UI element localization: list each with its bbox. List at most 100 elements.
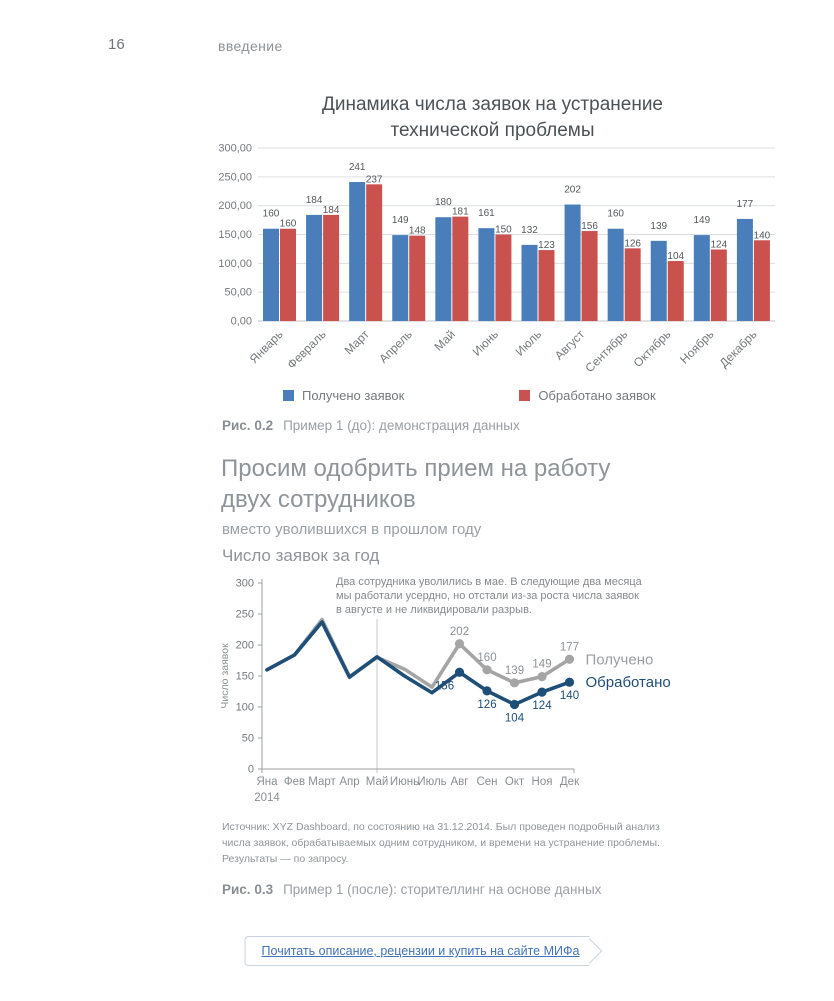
svg-text:124: 124	[532, 700, 552, 712]
svg-text:241: 241	[349, 162, 366, 173]
figure-0-3-text: Пример 1 (после): сторителлинг на основе…	[283, 882, 602, 897]
source-line1: Источник: XYZ Dashboard, по состоянию на…	[222, 821, 660, 833]
svg-text:Апр: Апр	[339, 776, 359, 788]
source-line3: Результаты — по запросу.	[222, 852, 349, 865]
buy-link-box: Почитать описание, рецензии и купить на …	[244, 936, 590, 966]
svg-text:126: 126	[477, 699, 496, 711]
svg-text:160: 160	[607, 209, 624, 220]
svg-text:181: 181	[452, 207, 469, 218]
svg-text:124: 124	[710, 239, 727, 250]
svg-text:Авг: Авг	[451, 776, 469, 788]
svg-text:Два сотрудника уволились в мае: Два сотрудника уволились в мае. В следую…	[336, 576, 643, 588]
svg-text:Март: Март	[342, 327, 373, 358]
svg-text:160: 160	[280, 219, 297, 230]
svg-text:150: 150	[495, 225, 512, 236]
line-chart-svg: 0 50 100 150 200 250 300 Яна Фев Март Апр Май ИюньИю…	[219, 576, 671, 804]
svg-text:150,00: 150,00	[218, 229, 252, 241]
svg-text:Получено: Получено	[586, 651, 654, 668]
buy-link-banner: Почитать описание, рецензии и купить на …	[244, 936, 590, 966]
svg-text:Число заявок: Число заявок	[219, 643, 231, 709]
svg-text:Май: Май	[431, 327, 458, 354]
svg-text:250: 250	[236, 609, 254, 621]
svg-text:202: 202	[564, 185, 581, 196]
section-headline-line2: двух сотрудников	[221, 485, 416, 513]
buy-link[interactable]: Почитать описание, рецензии и купить на …	[261, 944, 580, 958]
svg-text:Яна: Яна	[256, 776, 278, 788]
svg-text:123: 123	[538, 240, 555, 251]
svg-text:149: 149	[693, 215, 710, 226]
svg-text:2014: 2014	[254, 792, 280, 804]
svg-text:184: 184	[306, 195, 323, 206]
bar-chart-title-line1: Динамика числа заявок на устранение	[321, 94, 664, 115]
svg-text:50,00: 50,00	[224, 287, 252, 299]
svg-text:180: 180	[435, 197, 452, 208]
page-number: 16	[108, 36, 125, 53]
svg-text:Апрель: Апрель	[376, 327, 415, 366]
legend-label-received: Получено заявок	[302, 388, 405, 403]
svg-text:Декабрь: Декабрь	[717, 327, 760, 370]
svg-text:Фев: Фев	[284, 776, 305, 788]
svg-text:0,00: 0,00	[231, 316, 252, 328]
svg-text:237: 237	[366, 174, 383, 185]
bar-chart-legend: Получено заявок Обработано заявок	[200, 388, 780, 403]
blue-swatch-icon	[283, 390, 294, 401]
legend-label-processed: Обработано заявок	[538, 388, 656, 403]
red-swatch-icon	[519, 390, 531, 401]
line-chart-title: Число заявок за год	[222, 546, 380, 565]
svg-text:Май: Май	[366, 776, 389, 788]
svg-text:139: 139	[505, 665, 524, 677]
svg-text:139: 139	[650, 221, 667, 232]
svg-text:Январь: Январь	[247, 327, 286, 366]
svg-text:160: 160	[263, 209, 280, 220]
svg-text:161: 161	[478, 208, 495, 219]
svg-text:Февраль: Февраль	[284, 327, 328, 371]
svg-text:Ноябрь: Ноябрь	[677, 327, 716, 366]
svg-text:Июль: Июль	[513, 327, 545, 359]
figure-0-3-label: Рис. 0.3	[222, 882, 274, 897]
figure-0-3-caption: Рис. 0.3 Пример 1 (после): сторителлинг н…	[222, 882, 601, 897]
figure-0-2-caption: Рис. 0.2 Пример 1 (до): демонстрация данн…	[222, 418, 520, 433]
legend-item-received: Получено заявок	[283, 388, 404, 403]
svg-text:250,00: 250,00	[218, 171, 252, 183]
svg-text:200: 200	[236, 640, 254, 652]
svg-text:149: 149	[392, 215, 409, 226]
svg-text:50: 50	[242, 733, 254, 745]
svg-text:300,00: 300,00	[218, 143, 252, 155]
svg-text:Июнь: Июнь	[390, 776, 419, 788]
bar-chart-title-line2: технической проблемы	[390, 120, 595, 142]
svg-text:202: 202	[450, 626, 469, 638]
svg-text:150: 150	[236, 671, 254, 683]
legend-item-processed: Обработано заявок	[519, 388, 656, 403]
svg-text:Дек: Дек	[560, 776, 580, 788]
svg-text:100,00: 100,00	[218, 258, 252, 270]
svg-text:140: 140	[560, 690, 579, 702]
svg-text:177: 177	[560, 641, 579, 653]
svg-text:Сен: Сен	[476, 776, 497, 788]
svg-text:Июнь: Июнь	[470, 327, 501, 358]
svg-text:149: 149	[532, 659, 551, 671]
svg-text:140: 140	[754, 230, 771, 241]
svg-text:Июль: Июль	[417, 776, 446, 788]
svg-text:104: 104	[667, 251, 684, 262]
svg-text:156: 156	[435, 680, 454, 692]
svg-text:160: 160	[477, 652, 496, 664]
svg-text:мы работали усердно, но отстал: мы работали усердно, но отстали из-за ро…	[336, 590, 639, 602]
svg-text:Окт: Окт	[505, 776, 525, 788]
svg-text:184: 184	[323, 205, 340, 216]
svg-text:в августе и не ликвидировали р: в августе и не ликвидировали разрыв.	[336, 604, 532, 616]
source-note: Источник: XYZ Dashboard, по состоянию на…	[222, 820, 660, 867]
svg-text:Август: Август	[552, 327, 588, 363]
bar-chart-title: Динамика числа заявок на устранение техн…	[205, 92, 780, 144]
figure-0-2-label: Рис. 0.2	[222, 418, 274, 433]
svg-text:104: 104	[505, 713, 525, 725]
svg-text:100: 100	[236, 702, 254, 714]
svg-text:Октябрь: Октябрь	[631, 327, 674, 370]
svg-text:Ноя: Ноя	[532, 776, 553, 788]
svg-text:177: 177	[737, 199, 754, 210]
section-subtitle: вместо уволившихся в прошлом году	[222, 521, 482, 538]
svg-text:156: 156	[581, 221, 598, 232]
section-headline-line1: Просим одобрить прием на работу	[221, 455, 611, 482]
svg-text:200,00: 200,00	[218, 200, 252, 212]
svg-text:148: 148	[409, 226, 426, 237]
